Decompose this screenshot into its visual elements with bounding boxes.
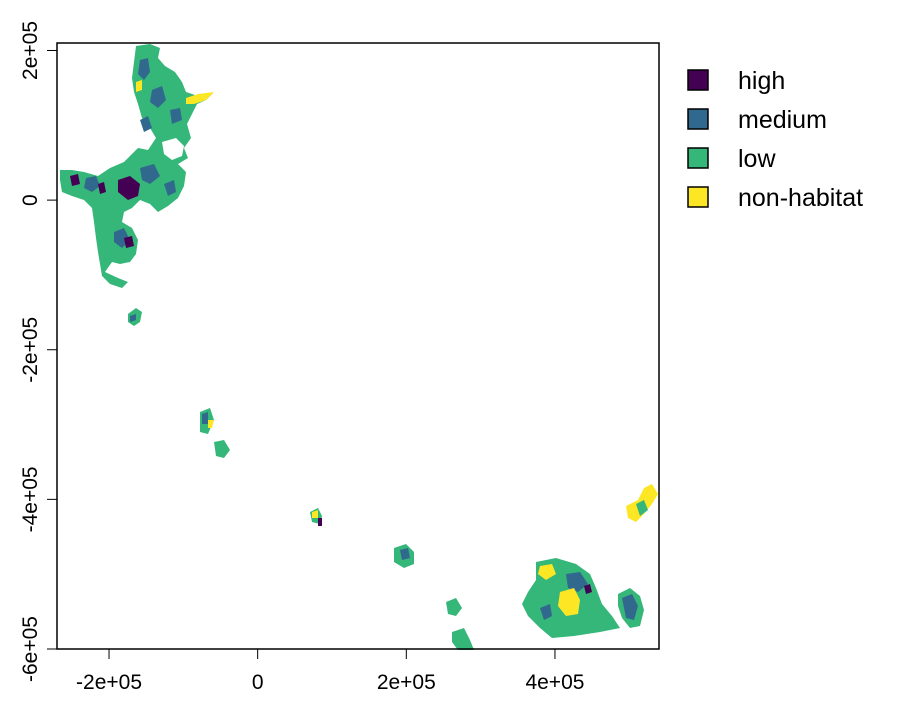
island-northwest-high-2 <box>70 174 80 186</box>
legend: high medium low non-habitat <box>687 67 863 212</box>
y-axis: 2e+05 0 -2e+05 -4e+05 -6e+05 <box>19 21 58 682</box>
x-tick-label: 0 <box>252 671 264 694</box>
y-tick-label: -6e+05 <box>19 616 42 682</box>
legend-swatch <box>687 108 709 130</box>
island-central-west-1-medium <box>202 412 208 424</box>
island-northwest <box>60 44 213 288</box>
island-northwest-gap <box>162 138 184 160</box>
island-center-high <box>318 518 322 526</box>
island-southeast-large-high <box>584 584 592 594</box>
island-northwest-medium-1 <box>138 58 150 80</box>
legend-swatch <box>687 186 709 208</box>
y-tick-label: -2e+05 <box>19 317 42 383</box>
legend-entry: low <box>687 145 776 173</box>
habitat-patches <box>60 44 658 650</box>
island-far-southeast-medium <box>622 594 638 620</box>
island-west-small-medium <box>130 314 136 322</box>
map-plot-area <box>56 42 660 650</box>
island-southeast-large-nonhabitat-1 <box>558 588 580 616</box>
island-northwest-medium-3 <box>170 108 182 124</box>
y-tick-label: -4e+05 <box>19 466 42 532</box>
island-east-edge-low <box>636 500 648 516</box>
island-northwest-medium-2 <box>150 86 166 108</box>
legend-label: medium <box>738 106 827 134</box>
island-southeast-small-1 <box>446 598 462 616</box>
island-southeast-large-medium-1 <box>566 572 588 592</box>
island-southeast-large-nonhabitat-2 <box>538 564 556 580</box>
island-central-west-1-nonhabitat <box>208 420 214 428</box>
island-northwest-nonhabitat-1 <box>186 92 214 104</box>
legend-swatch <box>687 69 709 91</box>
island-northwest-high-1 <box>118 176 140 200</box>
legend-label: high <box>738 67 785 95</box>
island-northwest-medium-6 <box>140 164 160 184</box>
x-tick-label: 4e+05 <box>525 671 584 694</box>
legend-label: low <box>738 145 776 173</box>
x-tick-label: -2e+05 <box>76 671 142 694</box>
island-northwest-nonhabitat-2 <box>136 80 142 92</box>
legend-label: non-habitat <box>738 184 863 212</box>
island-south-center-medium <box>400 548 410 560</box>
island-central-west-2 <box>214 440 230 458</box>
x-tick-label: 2e+05 <box>377 671 436 694</box>
plot-frame <box>56 42 660 650</box>
island-northwest-medium-4 <box>140 116 152 132</box>
legend-entry: high <box>687 67 785 95</box>
island-southeast-large-medium-2 <box>540 604 552 620</box>
y-tick-label: 0 <box>19 194 42 206</box>
y-tick-label: 2e+05 <box>19 21 42 80</box>
island-center-nonhabitat <box>312 510 318 518</box>
island-northwest-medium-8 <box>164 180 176 196</box>
island-southeast-small-2 <box>452 628 474 650</box>
x-axis: -2e+05 0 2e+05 4e+05 <box>76 648 584 694</box>
island-northwest-high-4 <box>98 182 106 194</box>
legend-entry: medium <box>687 106 827 134</box>
legend-swatch <box>687 147 709 169</box>
legend-entry: non-habitat <box>687 184 863 212</box>
island-northwest-high-3 <box>124 236 134 248</box>
island-northwest-medium-5 <box>84 176 100 192</box>
